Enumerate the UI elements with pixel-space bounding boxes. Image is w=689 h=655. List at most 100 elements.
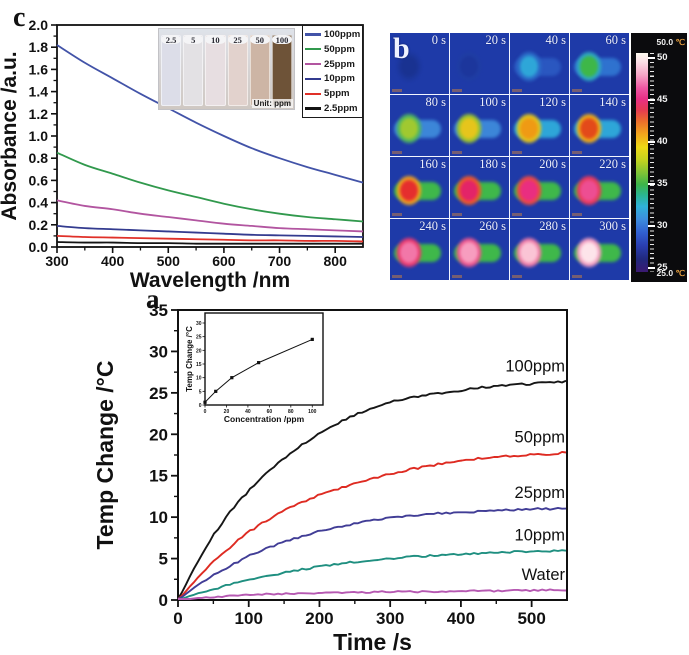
camera-watermark xyxy=(512,89,522,92)
tile-time-label: 40 s xyxy=(545,33,567,47)
legend-entry: 2.5ppm xyxy=(305,102,360,115)
inset-y-tick-label: 20 xyxy=(196,348,202,354)
inset-y-tick-label: 25 xyxy=(196,335,202,341)
y-tick-label: 5 xyxy=(159,550,168,569)
thermal-tile: 180 s xyxy=(450,157,509,218)
tile-time-label: 20 s xyxy=(485,33,507,47)
cuvette-rim: 10 xyxy=(205,35,226,45)
cuvette-row: 2.5 5 10 25 50 100 xyxy=(161,34,293,106)
y-tick-label: 25 xyxy=(149,384,168,403)
heat-blob xyxy=(454,236,484,270)
curve-label-25ppm: 25ppm xyxy=(515,484,565,502)
thermal-image-panel: 0 s 20 s 40 s 60 s 80 s 100 s 120 s 140 s 160 s 1… xyxy=(390,33,687,282)
absorbance-chart: 300 400 500 600 700 800 0.0 0.2 0.4 0.6 0.8 1.0 1.2 1… xyxy=(0,17,364,292)
colorbar-max-label: 50.0 ℃ xyxy=(656,37,685,47)
colorbar-min-label: 25.0 ℃ xyxy=(656,268,685,278)
colorbar-tick-label: 50 xyxy=(657,52,668,63)
curve-25ppm xyxy=(56,199,364,233)
inset-x-tick-label: 80 xyxy=(288,409,294,415)
y-tick-label: 0 xyxy=(159,591,168,610)
y-tick-label: 0.4 xyxy=(29,195,49,211)
legend-entry: 100ppm xyxy=(305,28,360,41)
legend-label: 10ppm xyxy=(324,73,355,85)
legend-label: 100ppm xyxy=(324,28,361,40)
inset-y-axis-title: Temp Change /°C xyxy=(185,326,194,392)
cuvette-concentration-label: 2.5 xyxy=(165,34,177,45)
panel-a-label: a xyxy=(146,284,160,314)
camera-watermark xyxy=(452,151,462,154)
thermal-tile: 140 s xyxy=(570,95,629,156)
colorbar-major-tick xyxy=(648,183,655,185)
y-tick-label: 0.0 xyxy=(29,239,49,255)
heat-blob xyxy=(454,174,484,208)
colorbar-major-tick xyxy=(648,225,655,227)
x-tick-label: 800 xyxy=(324,253,348,269)
legend-swatch xyxy=(305,77,321,80)
x-tick-label: 0 xyxy=(173,609,182,628)
thermal-tile: 260 s xyxy=(450,219,509,280)
inset-x-tick-label: 20 xyxy=(224,409,230,415)
cuvette: 50 xyxy=(249,35,270,106)
thermal-tile: 220 s xyxy=(570,157,629,218)
heat-blob xyxy=(574,50,604,84)
camera-watermark xyxy=(392,89,402,92)
curve-10ppm xyxy=(56,225,364,238)
curve-5ppm xyxy=(56,235,364,243)
cuvette: 5 xyxy=(183,35,204,106)
heat-blob xyxy=(514,236,544,270)
curve-label-10ppm: 10ppm xyxy=(515,526,565,544)
tile-time-label: 160 s xyxy=(419,157,446,171)
curve-25ppm xyxy=(177,506,567,600)
legend: 100ppm 50ppm 25ppm 10ppm 5ppm 2.5ppm xyxy=(302,25,363,118)
camera-watermark xyxy=(452,275,462,278)
colorbar-major-tick xyxy=(648,57,655,59)
camera-watermark xyxy=(572,151,582,154)
curve-50ppm xyxy=(177,450,567,600)
tile-time-label: 120 s xyxy=(539,95,566,109)
colorbar-major-tick xyxy=(648,267,655,269)
cuvette: 25 xyxy=(227,35,248,106)
x-tick-label: 300 xyxy=(45,253,69,269)
thermal-tile-grid: 0 s 20 s 40 s 60 s 80 s 100 s 120 s 140 s 160 s 1… xyxy=(390,33,629,280)
cuvette: 100 xyxy=(271,35,293,106)
inset-x-tick-label: 100 xyxy=(308,409,317,415)
inset-y-tick-label: 30 xyxy=(196,321,202,327)
heat-blob xyxy=(394,174,424,208)
inset-y-tick-label: 0 xyxy=(199,403,202,409)
tile-time-label: 300 s xyxy=(599,219,626,233)
legend-entry: 5ppm xyxy=(305,87,360,100)
x-tick-label: 500 xyxy=(157,253,181,269)
camera-watermark xyxy=(392,151,402,154)
thermal-tile: 280 s xyxy=(510,219,569,280)
legend-swatch xyxy=(305,107,321,110)
tile-time-label: 0 s xyxy=(431,33,446,47)
y-tick-label: 35 xyxy=(149,301,168,320)
colorbar-tick-label: 40 xyxy=(657,136,668,147)
tile-time-label: 260 s xyxy=(479,219,506,233)
inset-x-tick-label: 40 xyxy=(245,409,251,415)
thermal-tile: 100 s xyxy=(450,95,509,156)
y-axis-title: Temp Change /°C xyxy=(95,361,118,550)
thermal-tile: 200 s xyxy=(510,157,569,218)
y-tick-label: 0.6 xyxy=(29,172,49,188)
legend-label: 25ppm xyxy=(324,58,355,70)
camera-watermark xyxy=(512,213,522,216)
thermal-tile: 240 s xyxy=(390,219,449,280)
tile-time-label: 140 s xyxy=(599,95,626,109)
y-tick-label: 0.2 xyxy=(29,217,49,233)
heat-blob xyxy=(394,112,424,146)
heat-blob xyxy=(574,174,604,208)
inset-data-point xyxy=(214,389,218,393)
tile-time-label: 100 s xyxy=(479,95,506,109)
cuvette-rim: 25 xyxy=(227,35,248,45)
cuvette-unit-label: Unit: ppm xyxy=(251,99,293,108)
thermal-tile: 300 s xyxy=(570,219,629,280)
curve-50ppm xyxy=(56,151,364,223)
x-tick-label: 400 xyxy=(101,253,125,269)
cuvette: 2.5 xyxy=(161,34,182,106)
tile-time-label: 180 s xyxy=(479,157,506,171)
tile-time-label: 80 s xyxy=(425,95,447,109)
legend-entry: 10ppm xyxy=(305,72,360,85)
